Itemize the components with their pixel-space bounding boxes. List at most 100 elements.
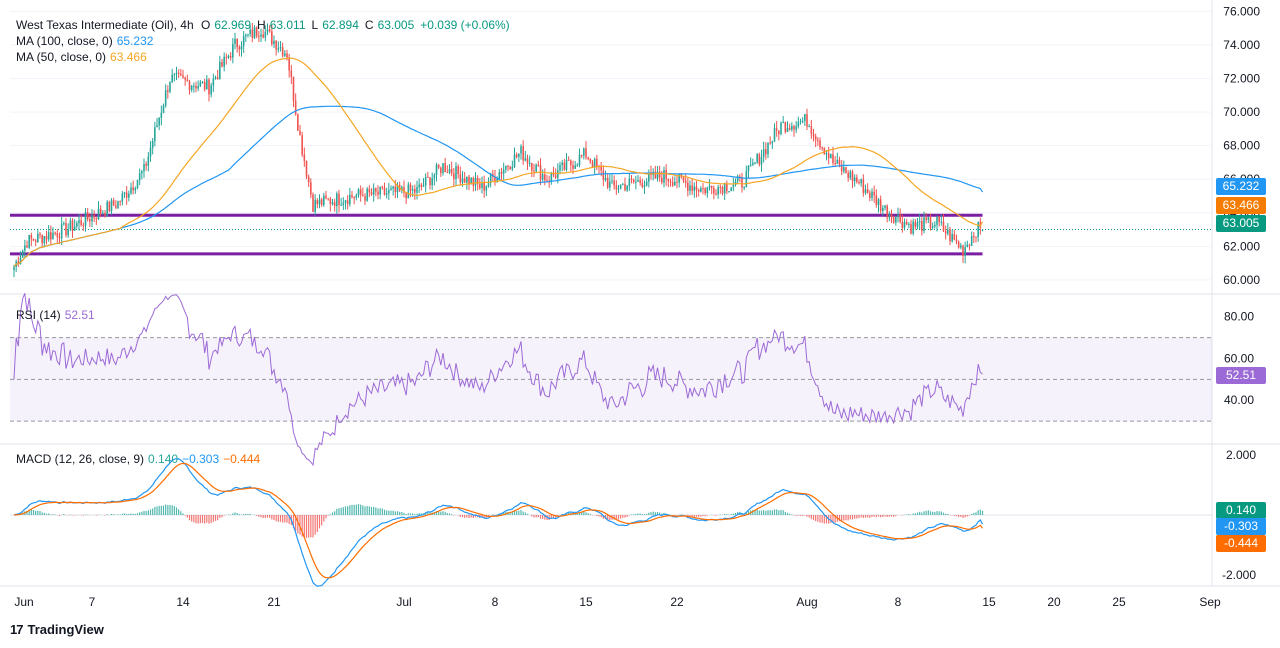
- candle-body: [349, 194, 351, 205]
- candle-body: [728, 191, 730, 193]
- candle-body: [834, 163, 836, 165]
- candle-body: [245, 34, 247, 37]
- candle-body: [613, 180, 615, 186]
- ma100-price-tag: 65.232: [1216, 178, 1266, 195]
- candle-body: [494, 176, 496, 183]
- candle-body: [34, 240, 37, 242]
- candle-body: [429, 177, 431, 186]
- candle-body: [30, 234, 33, 239]
- candle-body: [331, 202, 334, 205]
- candle-body: [951, 234, 953, 242]
- candle-body: [929, 217, 932, 228]
- candle-body: [862, 179, 865, 193]
- candle-body: [970, 235, 973, 246]
- candle-body: [123, 192, 126, 194]
- candle-body: [949, 229, 951, 242]
- moving-averages: [13, 57, 984, 267]
- candle-body: [379, 186, 381, 195]
- candle-body: [489, 173, 492, 183]
- candle-body: [446, 172, 449, 174]
- candle-body: [968, 244, 971, 246]
- candle-body: [138, 173, 141, 181]
- candle-body: [648, 172, 650, 182]
- candle-body: [173, 74, 176, 76]
- axes: 60.00062.00064.00066.00068.00070.00072.0…: [14, 4, 1260, 609]
- support-resistance-lines[interactable]: [10, 213, 1212, 256]
- candle-body: [431, 178, 433, 186]
- macd-legend[interactable]: MACD (12, 26, close, 9) 0.140 −0.303 −0.444: [16, 451, 264, 467]
- candle-body: [197, 86, 199, 89]
- candle-body: [754, 162, 756, 164]
- candle-body: [305, 161, 308, 177]
- candle-body: [496, 178, 498, 183]
- candle-body: [479, 183, 481, 188]
- candle-body: [552, 172, 555, 176]
- candle-body: [164, 90, 167, 106]
- candle-body: [466, 176, 468, 183]
- candle-body: [316, 200, 319, 205]
- candle-body: [756, 154, 758, 163]
- candlestick-series: [13, 23, 984, 278]
- candle-body: [394, 186, 397, 192]
- ohlc: O 62.969 H 63.011 L 62.894 C 63.005 +0.039 (+0.0…: [201, 18, 514, 32]
- candle-body: [760, 156, 763, 165]
- candle-body: [684, 180, 687, 183]
- candle-body: [262, 34, 264, 38]
- candle-body: [459, 174, 462, 183]
- candle-body: [130, 187, 132, 194]
- time-tick-label: 8: [492, 595, 499, 609]
- macd-line: [13, 457, 984, 587]
- tradingview-brand[interactable]: 17 TradingView: [10, 622, 104, 637]
- candle-body: [206, 79, 208, 90]
- candle-body: [632, 179, 635, 183]
- candle-body: [336, 193, 338, 207]
- candle-body: [119, 201, 121, 203]
- candle-body: [936, 216, 938, 225]
- candle-body: [793, 126, 795, 130]
- candle-body: [977, 222, 979, 237]
- candle-body: [284, 53, 286, 56]
- candle-body: [232, 43, 234, 58]
- candle-body: [895, 217, 897, 223]
- candle-body: [201, 81, 204, 83]
- candle-body: [112, 200, 115, 206]
- candle-body: [535, 164, 537, 172]
- candle-body: [221, 61, 223, 67]
- candle-body: [277, 48, 280, 50]
- candle-body: [416, 187, 418, 193]
- candle-body: [741, 177, 743, 188]
- rsi-band: [10, 337, 1212, 422]
- candle-body: [533, 170, 535, 172]
- candle-body: [93, 215, 95, 218]
- candle-body: [448, 169, 451, 173]
- candle-body: [52, 232, 54, 240]
- rsi-legend[interactable]: RSI (14) 52.51: [16, 307, 99, 323]
- candle-body: [171, 74, 173, 82]
- ma50-legend[interactable]: MA (50, close, 0) 63.466: [16, 49, 151, 65]
- candle-body: [853, 177, 856, 182]
- candle-body: [258, 35, 260, 37]
- candle-body: [236, 38, 238, 48]
- candle-body: [732, 185, 735, 188]
- macd-signal-value: −0.444: [223, 452, 261, 466]
- candle-body: [73, 226, 76, 231]
- candle-body: [665, 169, 667, 179]
- ma100-legend[interactable]: MA (100, close, 0) 65.232: [16, 33, 157, 49]
- candle-body: [851, 171, 854, 182]
- candle-body: [457, 166, 459, 175]
- candle-body: [69, 220, 72, 230]
- candle-body: [526, 158, 529, 164]
- candle-body: [845, 167, 847, 174]
- candle-body: [253, 27, 256, 38]
- candle-body: [570, 160, 572, 166]
- high-value: 63.011: [269, 18, 306, 32]
- candle-body: [184, 77, 186, 80]
- candle-body: [223, 56, 225, 67]
- symbol-title[interactable]: West Texas Intermediate (Oil), 4h: [16, 18, 194, 32]
- candle-body: [63, 223, 65, 225]
- candle-body: [957, 241, 960, 248]
- candle-body: [375, 188, 377, 192]
- candle-body: [78, 220, 80, 224]
- candle-body: [125, 192, 128, 198]
